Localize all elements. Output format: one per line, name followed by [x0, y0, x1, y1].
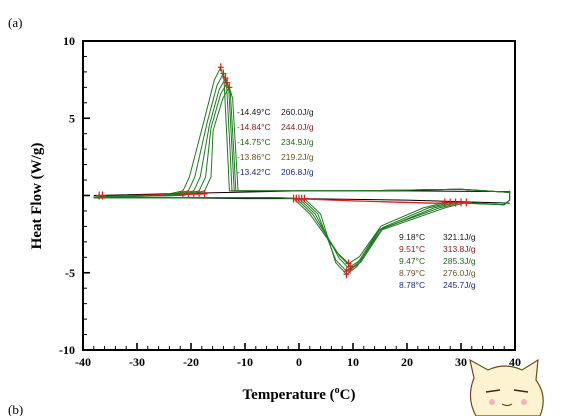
annotation-temp: 8.78°C: [399, 280, 425, 290]
melt-end-marker: [441, 198, 448, 207]
annotation-enthalpy: 206.8J/g: [281, 167, 314, 177]
cryst-curve: [93, 86, 510, 198]
x-tick-label: 30: [455, 355, 467, 369]
crystallization-annotations: -14.49°C 260.0J/g -14.84°C 244.0J/g -14.75°C…: [237, 107, 314, 177]
y-tick-label: -10: [59, 343, 75, 357]
cryst-onset-marker: [196, 189, 203, 198]
melt-peak-marker: [347, 265, 354, 274]
melt-end-marker: [447, 198, 454, 207]
melt-onset-marker: [301, 194, 308, 203]
cat-mouth: [501, 403, 513, 406]
annotation-temp: -14.84°C: [237, 122, 271, 132]
annotation-enthalpy: 219.2J/g: [281, 152, 314, 162]
cryst-onset-marker: [179, 189, 186, 198]
annotation-temp: 9.18°C: [399, 232, 425, 242]
melt-end-marker: [458, 198, 464, 207]
cryst-onset-marker: [190, 189, 197, 198]
annotation-enthalpy: 245.7J/g: [443, 280, 476, 290]
cat-eye-right: [513, 389, 529, 393]
cryst-peak-marker: [222, 74, 229, 83]
cryst-curve: [93, 65, 510, 198]
cryst-start-marker: [99, 191, 106, 200]
annotation-temp: -13.86°C: [237, 152, 271, 162]
y-tick-label: 5: [69, 111, 75, 125]
annotation-enthalpy: 234.9J/g: [281, 137, 314, 147]
x-tick-label: 10: [347, 355, 359, 369]
x-tick-label: 0: [296, 355, 302, 369]
cryst-onset-marker: [185, 189, 192, 198]
annotation-temp: -13.42°C: [237, 167, 271, 177]
y-tick-label: -5: [65, 266, 75, 280]
panel-label-a: (a): [8, 15, 22, 30]
annotation-temp: -14.49°C: [237, 107, 271, 117]
x-tick-label: -30: [129, 355, 145, 369]
annotation-enthalpy: 260.0J/g: [281, 107, 314, 117]
cat-head: [469, 358, 544, 416]
x-tick-label: 20: [401, 355, 413, 369]
x-axis-title-end: C): [340, 387, 356, 403]
cat-blush-left: [489, 399, 495, 405]
melt-peak-marker: [343, 270, 350, 279]
cryst-onset-marker: [201, 189, 208, 198]
annotation-temp: 9.51°C: [399, 244, 425, 254]
annotation-enthalpy: 321.1J/g: [443, 232, 476, 242]
annotation-temp: -14.75°C: [237, 137, 271, 147]
x-tick-label: -40: [75, 355, 91, 369]
x-tick-label: 40: [509, 355, 521, 369]
cat-blush-right: [521, 399, 527, 405]
cat-eye-left: [485, 389, 501, 393]
y-tick-label: 10: [63, 34, 75, 48]
cryst-peak-marker: [224, 78, 231, 87]
peak-markers: [96, 63, 470, 279]
cryst-peak-marker: [220, 69, 227, 78]
melt-end-marker: [452, 198, 459, 207]
melting-annotations: 9.18°C 321.1J/g 9.51°C 313.8J/g 9.47°C 285.3J…: [399, 232, 476, 290]
annotation-temp: 8.79°C: [399, 268, 425, 278]
annotation-enthalpy: 244.0J/g: [281, 122, 314, 132]
annotation-enthalpy: 276.0J/g: [443, 268, 476, 278]
x-axis-title: Temperature (oC): [243, 385, 356, 403]
melt-end-marker: [463, 198, 470, 207]
cryst-peak-marker: [217, 63, 224, 72]
annotation-enthalpy: 285.3J/g: [443, 256, 476, 266]
cryst-peak-marker: [226, 83, 233, 92]
panel-label-b: (b): [8, 402, 23, 416]
x-axis-ticks: -40 -30 -20 -10 0 10 20 30 40: [75, 343, 521, 369]
y-axis-title: Heat Flow (W/g): [29, 143, 45, 250]
x-tick-label: -20: [183, 355, 199, 369]
x-axis-title-main: Temperature (: [243, 387, 335, 403]
annotation-temp: 9.47°C: [399, 256, 425, 266]
cryst-curve: [93, 72, 510, 198]
y-axis-ticks: 10 5 -5 -10: [59, 34, 90, 357]
x-tick-label: -10: [237, 355, 253, 369]
x-axis-title-sup: o: [335, 385, 340, 396]
cartoon-cat-watermark: [469, 358, 544, 416]
annotation-enthalpy: 313.8J/g: [443, 244, 476, 254]
